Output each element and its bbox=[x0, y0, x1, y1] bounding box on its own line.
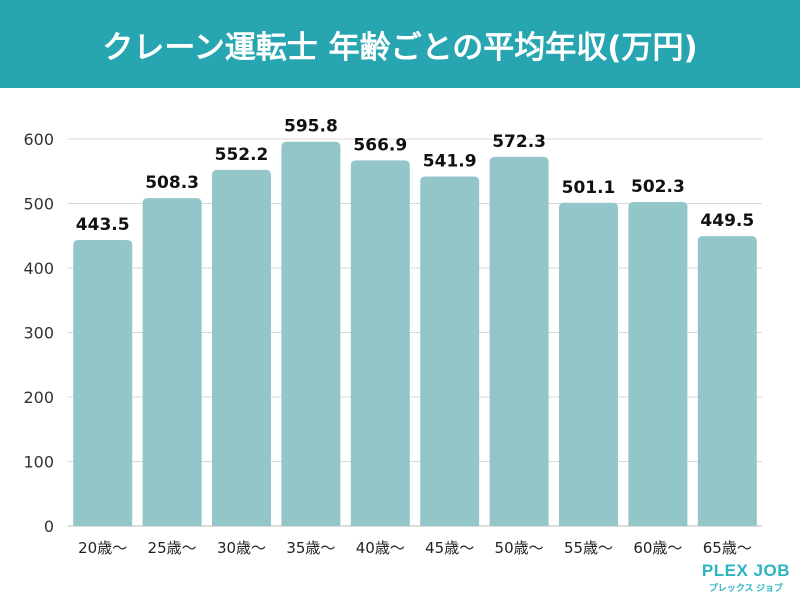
x-tick-label: 20歳〜 bbox=[78, 539, 127, 557]
x-tick-label: 45歳〜 bbox=[425, 539, 474, 557]
x-tick-label: 35歳〜 bbox=[286, 539, 335, 557]
bar bbox=[420, 176, 480, 527]
logo-sub: プレックス ジョブ bbox=[708, 583, 784, 593]
bar bbox=[350, 160, 410, 527]
x-tick-label: 65歳〜 bbox=[703, 539, 752, 557]
data-label: 595.8 bbox=[284, 117, 338, 137]
data-label: 449.5 bbox=[700, 211, 754, 231]
chart-title-banner: クレーン運転士 年齢ごとの平均年収(万円) bbox=[0, 0, 800, 88]
data-label: 566.9 bbox=[353, 135, 407, 155]
data-label: 502.3 bbox=[631, 177, 685, 197]
data-label: 552.2 bbox=[215, 145, 269, 165]
data-label: 501.1 bbox=[562, 178, 616, 198]
bar bbox=[212, 169, 271, 526]
y-tick-label: 600 bbox=[23, 130, 54, 149]
y-tick-label: 500 bbox=[23, 195, 54, 214]
bar bbox=[489, 156, 549, 526]
data-label: 541.9 bbox=[423, 151, 477, 171]
x-tick-label: 40歳〜 bbox=[356, 539, 405, 557]
bar bbox=[697, 236, 757, 526]
data-label: 443.5 bbox=[76, 215, 130, 235]
data-label: 508.3 bbox=[145, 173, 199, 193]
y-tick-label: 200 bbox=[23, 388, 54, 407]
bar bbox=[142, 198, 202, 527]
y-tick-label: 300 bbox=[23, 324, 54, 343]
y-tick-label: 0 bbox=[44, 517, 54, 536]
plex-job-logo: PLEX JOB プレックス ジョブ bbox=[702, 561, 790, 594]
logo-main: PLEX JOB bbox=[701, 561, 790, 580]
bar bbox=[281, 141, 341, 527]
x-tick-label: 60歳〜 bbox=[633, 539, 682, 557]
chart-title: クレーン運転士 年齢ごとの平均年収(万円) bbox=[102, 29, 698, 66]
data-label: 572.3 bbox=[492, 132, 546, 152]
bar bbox=[628, 202, 688, 527]
bar bbox=[559, 202, 618, 526]
bar bbox=[73, 239, 133, 526]
x-tick-label: 25歳〜 bbox=[148, 539, 197, 557]
y-tick-label: 100 bbox=[23, 453, 54, 472]
x-tick-label: 55歳〜 bbox=[564, 539, 613, 557]
y-tick-label: 400 bbox=[23, 259, 54, 278]
x-tick-label: 30歳〜 bbox=[217, 539, 266, 557]
x-tick-label: 50歳〜 bbox=[495, 539, 544, 557]
